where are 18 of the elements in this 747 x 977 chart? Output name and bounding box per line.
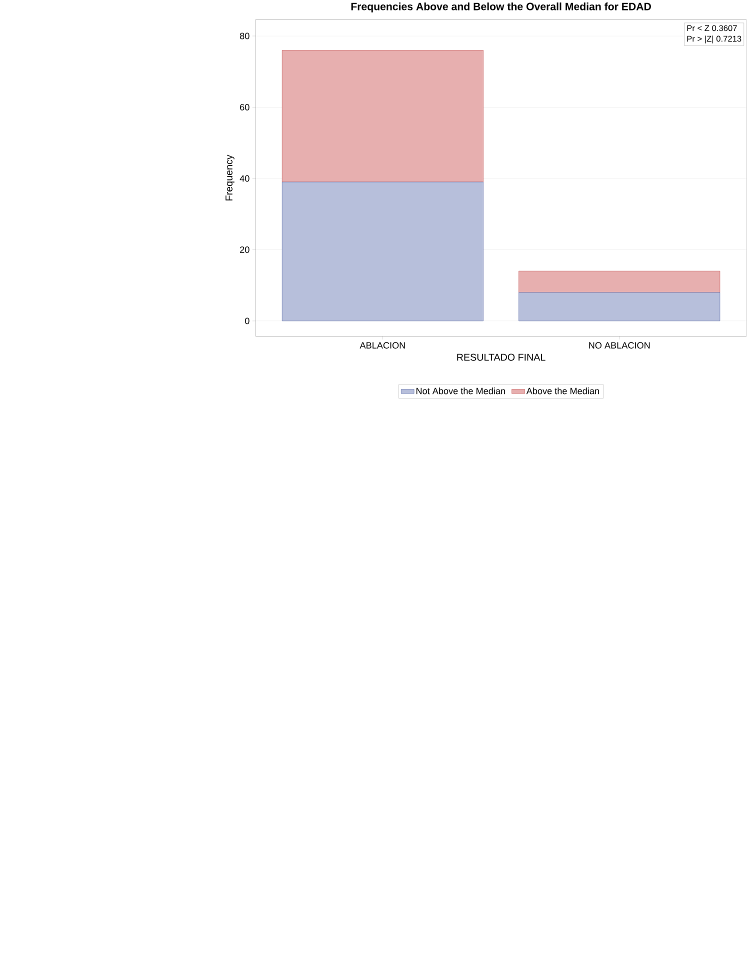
- annotation: Pr < Z 0.3607: [687, 25, 738, 32]
- bar: [518, 270, 720, 293]
- annotation: Pr > |Z| 0.7213: [687, 36, 742, 44]
- legend-label: Not Above the Median: [416, 388, 506, 394]
- legend-label: Above the Median: [526, 388, 600, 394]
- y-axis-title: Frequency: [226, 154, 235, 200]
- bar: [282, 50, 484, 182]
- bar: [282, 182, 484, 322]
- y-tick-label: 80: [240, 32, 250, 40]
- chart-title: Frequencies Above and Below the Overall Median for EDAD: [352, 2, 652, 12]
- bar: [518, 292, 720, 322]
- y-tick-label: 20: [240, 246, 250, 253]
- y-tick-label: 0: [245, 318, 250, 324]
- y-tick-label: 60: [240, 104, 250, 110]
- x-tick-label: NO ABLACION: [589, 342, 650, 349]
- x-axis-title: RESULTADO FINAL: [457, 354, 546, 361]
- x-tick-label: ABLACION: [360, 342, 406, 349]
- y-tick-label: 40: [240, 175, 250, 182]
